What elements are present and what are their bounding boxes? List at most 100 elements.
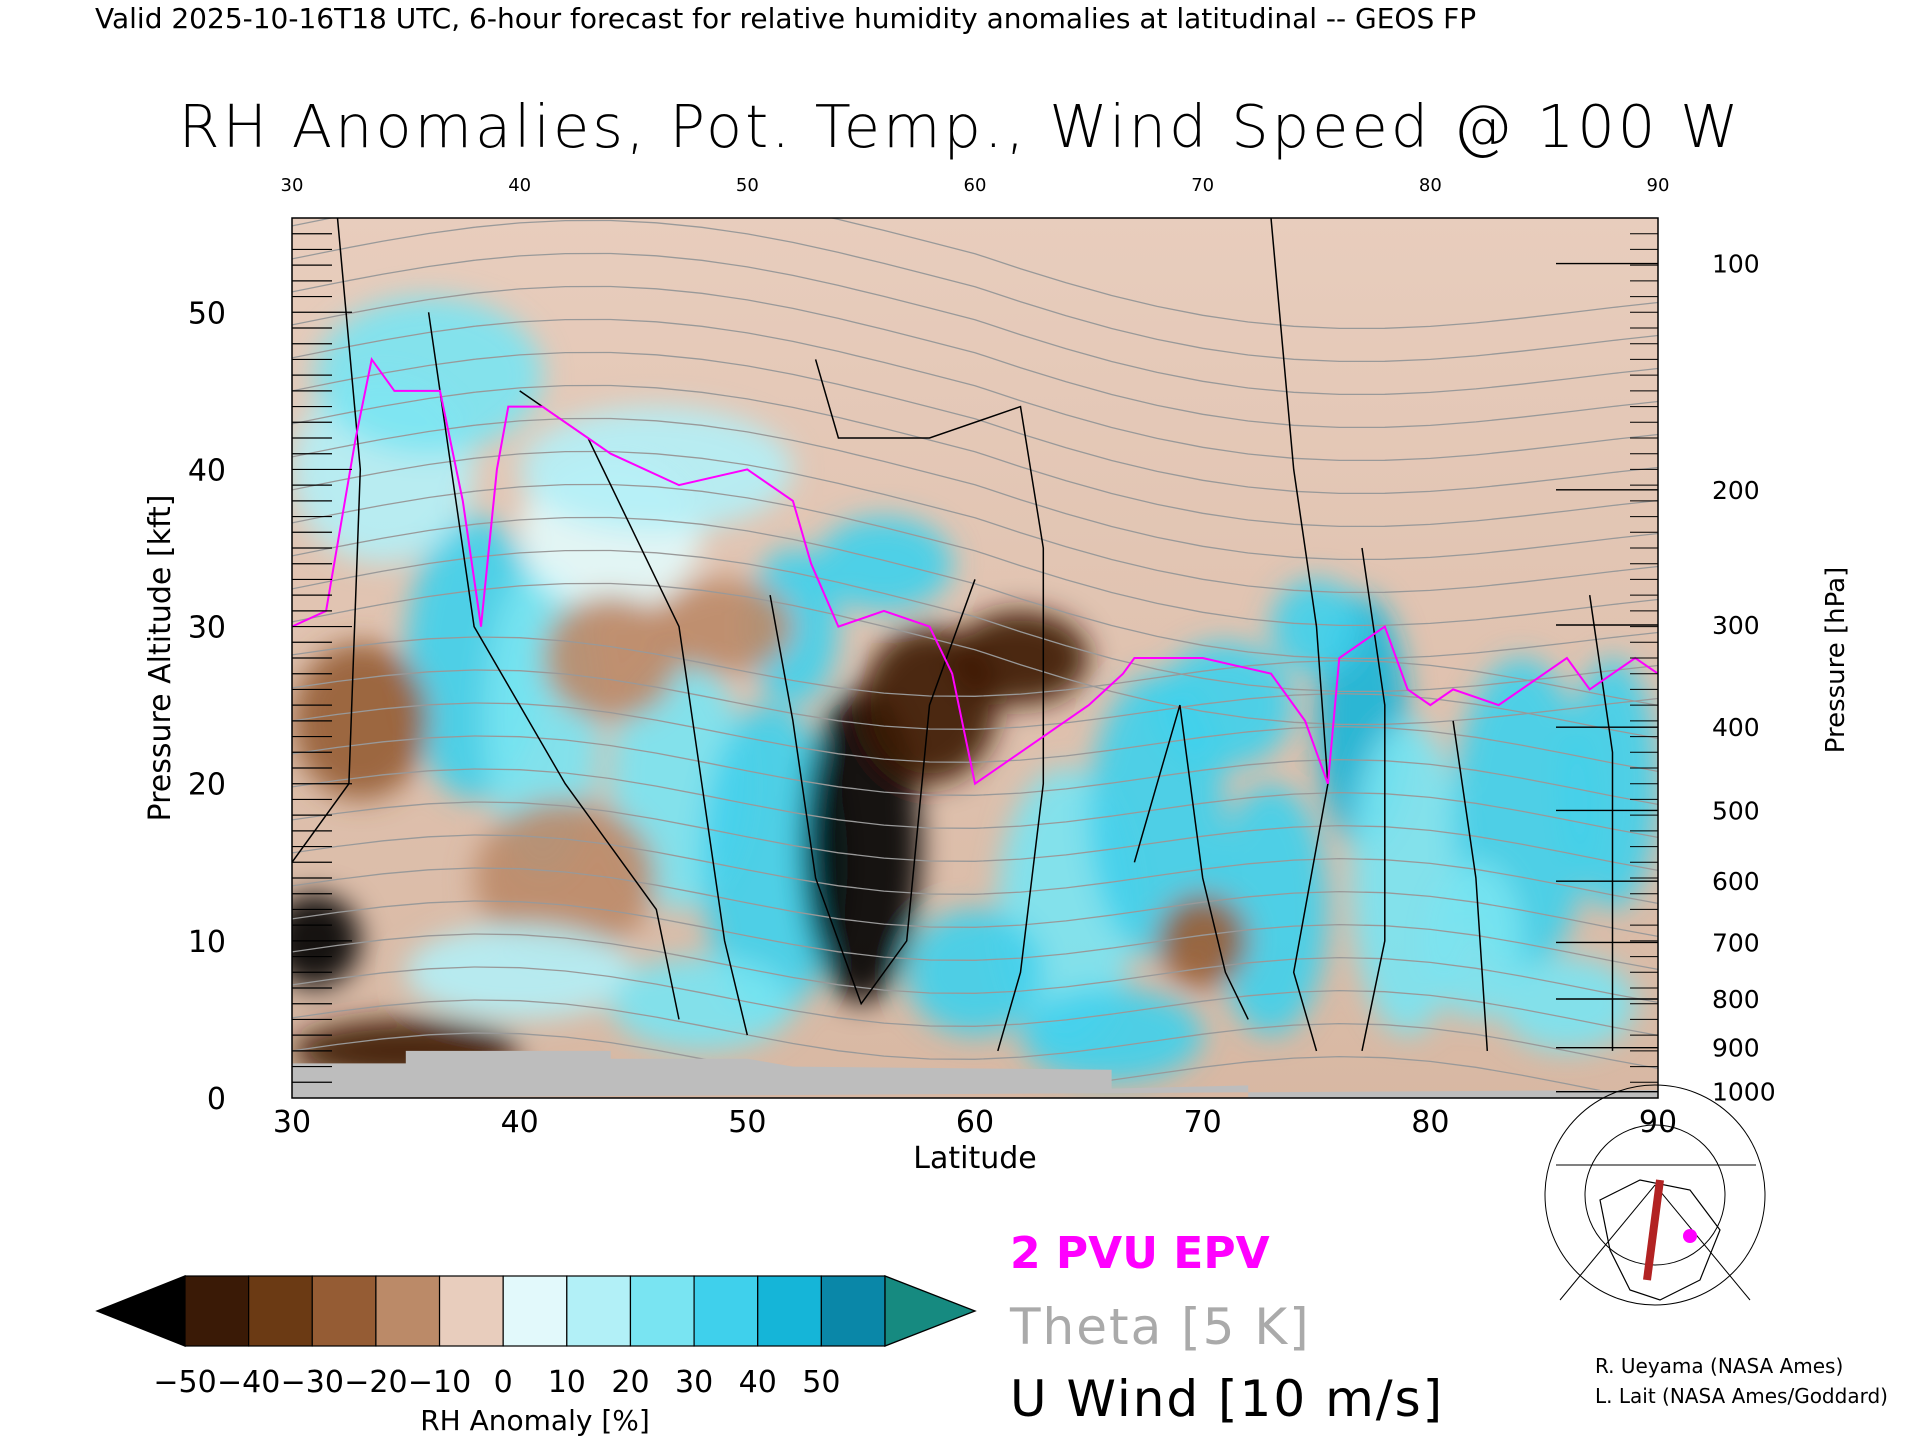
x-tick-label: 30: [273, 1105, 311, 1140]
legend-wind: U Wind [10 m/s]: [1010, 1370, 1445, 1428]
wind-line: [1133, 704, 1249, 1020]
theta-line: [292, 834, 1658, 905]
x-tick-label: 80: [1411, 1105, 1449, 1140]
anomaly-blob: [474, 799, 657, 957]
map-meridian: [1654, 1184, 1751, 1301]
colorbar-left-arrow: [95, 1275, 186, 1347]
colorbar-segment: [184, 1275, 250, 1347]
colorbar-segment: [629, 1275, 695, 1347]
anomaly-blob: [1157, 642, 1294, 769]
x-tick-label: 70: [1184, 1105, 1222, 1140]
map-point-marker: [1683, 1229, 1697, 1243]
wind-contours: [292, 218, 1614, 1052]
colorbar-tick-label: −20: [344, 1365, 407, 1400]
credit-line-1: R. Ueyama (NASA Ames): [1595, 1354, 1844, 1378]
x-tick-label: 90: [1639, 1105, 1677, 1140]
pressure-tick-label: 1000: [1712, 1078, 1776, 1107]
colorbar-segment: [502, 1275, 568, 1347]
theta-line: [292, 219, 1658, 363]
y-tick-label: 0: [207, 1082, 226, 1117]
theta-line: [292, 999, 1658, 1070]
credit-line-2: L. Lait (NASA Ames/Goddard): [1595, 1384, 1888, 1408]
pressure-tick-label: 800: [1712, 985, 1760, 1014]
wind-line: [814, 359, 1045, 1052]
top-tick-label: 70: [1191, 175, 1214, 196]
legend-epv: 2 PVU EPV: [1010, 1228, 1270, 1279]
anomaly-blob: [1020, 987, 1203, 1083]
colorbar-tick-label: 50: [802, 1365, 840, 1400]
theta-line: [292, 285, 1658, 429]
colorbar-tick-label: −10: [408, 1365, 471, 1400]
colorbar-segment: [566, 1275, 632, 1347]
pressure-tick-label: 500: [1712, 796, 1760, 825]
header-text: Valid 2025-10-16T18 UTC, 6-hour forecast…: [95, 2, 1477, 35]
anomaly-blob: [906, 909, 1044, 1036]
anomaly-blob: [405, 925, 634, 1020]
top-tick-label: 80: [1419, 175, 1442, 196]
anomaly-blob: [1498, 956, 1636, 1051]
theta-line: [292, 933, 1658, 1004]
chart-title: RH Anomalies, Pot. Temp., Wind Speed @ 1…: [178, 92, 1742, 161]
colorbar-tick-label: −50: [153, 1365, 216, 1400]
colorbar-segment: [693, 1275, 759, 1347]
theta-contours: [292, 218, 1658, 1098]
wind-line: [769, 579, 976, 1006]
anomaly-blob: [519, 406, 793, 533]
theta-line: [292, 867, 1658, 938]
theta-line: [292, 966, 1658, 1037]
theta-line: [292, 417, 1658, 561]
map-latitude-circle: [1584, 1124, 1726, 1266]
theta-line: [292, 768, 1658, 839]
theta-line: [292, 218, 1658, 330]
inset-map: [1544, 1084, 1766, 1315]
epv-line: [292, 356, 1658, 786]
wind-line: [1588, 594, 1614, 1051]
anomaly-blob: [542, 595, 680, 721]
theta-line: [292, 351, 1658, 495]
theta-line: [292, 450, 1658, 594]
pressure-tick-label: 100: [1712, 250, 1760, 279]
colorbar-tick-label: −40: [217, 1365, 280, 1400]
theta-line: [292, 318, 1658, 462]
x-tick-label: 60: [956, 1105, 994, 1140]
colorbar-segment: [820, 1275, 886, 1347]
wind-line: [1270, 218, 1329, 1052]
theta-line: [292, 582, 1658, 726]
theta-line: [292, 801, 1658, 872]
colorbar-segment: [757, 1275, 822, 1347]
colorbar-segment: [375, 1275, 441, 1347]
anomaly-blob: [1157, 893, 1249, 988]
pressure-tick-label: 600: [1712, 867, 1760, 896]
theta-line: [292, 669, 1658, 740]
colorbar-label: RH Anomaly [%]: [420, 1404, 650, 1437]
colorbar: −50 −40 −30 −20 −10 0 10 20 30 40 50 RH Anomaly [%]: [95, 1275, 977, 1437]
y-tick-label: 20: [188, 768, 226, 803]
map-meridian: [1559, 1184, 1656, 1301]
plot-area: [292, 218, 1658, 1098]
pressure-tick-label: 200: [1712, 476, 1760, 505]
colorbar-tick-label: 40: [739, 1365, 777, 1400]
y-tick-label: 50: [188, 296, 226, 331]
map-cross-section-line: [1643, 1179, 1664, 1281]
theta-line: [292, 636, 1658, 707]
anomaly-blob: [815, 516, 953, 611]
x-axis-label: Latitude: [913, 1141, 1036, 1176]
anomaly-blob: [1430, 862, 1522, 1020]
anomaly-blob: [656, 579, 793, 674]
map-latitude-circle: [1544, 1084, 1766, 1306]
topography: [292, 1050, 1658, 1098]
colorbar-tick-label: 30: [675, 1365, 713, 1400]
theta-line: [292, 549, 1658, 693]
wind-line: [1452, 720, 1489, 1051]
colorbar-tick-label: 20: [611, 1365, 649, 1400]
colorbar-tick-label: −30: [281, 1365, 344, 1400]
anomaly-blob: [610, 956, 793, 1051]
y-tick-label: 40: [188, 453, 226, 488]
colorbar-right-arrow: [884, 1275, 977, 1347]
theta-line: [292, 900, 1658, 971]
anomaly-blob: [1214, 783, 1328, 1036]
theta-line: [292, 252, 1658, 396]
theta-line: [292, 702, 1658, 773]
theta-line: [292, 516, 1658, 660]
